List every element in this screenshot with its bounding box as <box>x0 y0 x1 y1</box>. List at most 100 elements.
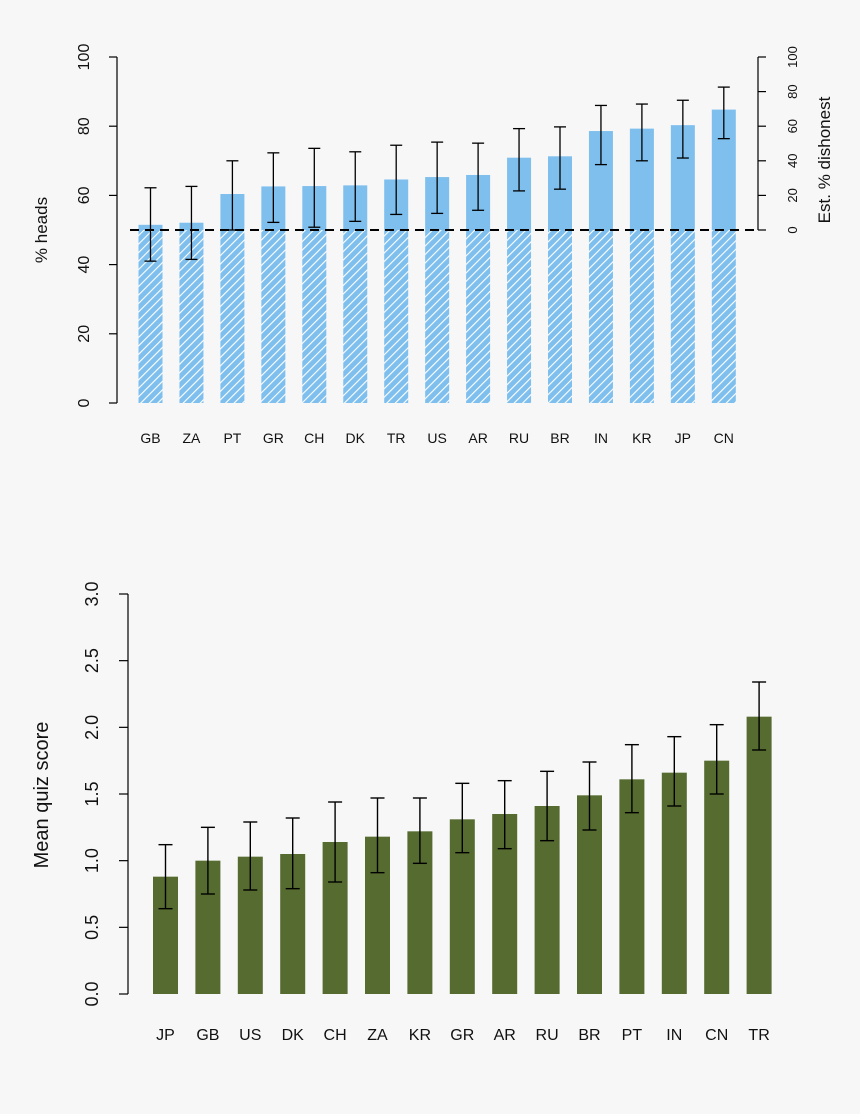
error-bar-ch <box>328 801 343 883</box>
x-tick-label: AR <box>468 430 487 446</box>
error-bar-cn <box>709 723 724 795</box>
x-tick-label: AR <box>494 1027 516 1044</box>
top-y2-axis-title: Est. % dishonest <box>815 96 834 223</box>
bottom-chart: 0.0 0.5 1.0 1.5 2.0 2.5 3.0 JP GB US DK CH ZA KR GR AR… <box>31 581 772 1044</box>
top-y-axis: 0 20 40 60 80 100 <box>76 44 118 407</box>
error-bar-cn <box>717 86 730 140</box>
bar-hatched-br <box>548 230 572 403</box>
bar-pt <box>619 779 645 994</box>
x-tick-label: RU <box>509 430 529 446</box>
error-bar-dk <box>349 151 362 223</box>
y-tick-label: 80 <box>76 117 93 135</box>
y-tick-label: 2.5 <box>82 648 102 673</box>
x-tick-label: JP <box>156 1027 175 1044</box>
error-bar-jp <box>158 843 173 910</box>
top-y-axis-title: % heads <box>32 197 51 263</box>
y-tick-label: 2.0 <box>82 715 102 740</box>
y-tick-label: 20 <box>76 325 93 343</box>
bottom-bars <box>153 716 772 994</box>
bar-hatched-gr <box>261 230 286 403</box>
y2-tick-label: 60 <box>785 119 800 133</box>
bar-hatched-kr <box>629 230 654 403</box>
x-tick-label: TR <box>748 1027 769 1044</box>
error-bar-gr <box>455 782 470 854</box>
bottom-y-axis-title: Mean quiz score <box>31 722 53 869</box>
bottom-error-bars <box>158 681 767 910</box>
x-tick-label: KR <box>632 430 651 446</box>
top-chart: 0 20 40 60 80 100 0 20 40 60 80 100 GB ZA PT GR CH DK TR… <box>32 44 834 446</box>
top-y2-axis: 0 20 40 60 80 100 <box>757 46 800 234</box>
x-tick-label: US <box>427 430 446 446</box>
bar-hatched-cn <box>711 230 736 403</box>
error-bar-jp <box>676 99 689 159</box>
y-tick-label: 0 <box>76 398 93 407</box>
error-bar-br <box>554 126 566 190</box>
error-bar-us <box>431 141 444 215</box>
error-bar-ar <box>472 142 485 211</box>
y2-tick-label: 0 <box>785 226 800 233</box>
error-bar-dk <box>285 817 300 890</box>
bar-hatched-in <box>588 230 613 403</box>
error-bar-za <box>370 797 385 874</box>
bar-hatched-ch <box>302 230 327 403</box>
bar-in <box>661 772 687 994</box>
bar-hatched-pt <box>220 230 245 403</box>
bar-hatched-us <box>425 230 450 403</box>
error-bar-in <box>667 735 682 807</box>
bar-hatched-tr <box>384 230 409 403</box>
x-tick-label: RU <box>536 1027 559 1044</box>
bottom-x-labels: JP GB US DK CH ZA KR GR AR RU BR PT IN CN TR <box>156 1027 770 1044</box>
x-tick-label: PT <box>223 430 241 446</box>
error-bar-ar <box>497 779 512 850</box>
x-tick-label: CN <box>714 430 734 446</box>
y2-tick-label: 100 <box>785 46 800 68</box>
bar-tr <box>746 716 772 994</box>
x-tick-label: GB <box>196 1027 219 1044</box>
error-bar-gr <box>267 152 280 224</box>
y2-tick-label: 40 <box>785 154 800 168</box>
error-bar-kr <box>635 103 648 162</box>
error-bar-za <box>185 185 198 261</box>
bar-hatched-dk <box>343 230 368 403</box>
error-bar-gb <box>144 187 157 262</box>
y-tick-label: 0.5 <box>82 915 102 940</box>
x-tick-label: CN <box>705 1027 728 1044</box>
y-tick-label: 1.0 <box>82 848 102 873</box>
error-bar-in <box>594 104 607 166</box>
x-tick-label: ZA <box>367 1027 388 1044</box>
x-tick-label: DK <box>282 1027 305 1044</box>
y-tick-label: 40 <box>76 256 93 274</box>
y-tick-label: 1.5 <box>82 781 102 806</box>
x-tick-label: JP <box>675 430 691 446</box>
x-tick-label: IN <box>594 430 608 446</box>
error-bar-tr <box>390 144 403 216</box>
error-bar-pt <box>226 160 239 231</box>
x-tick-label: IN <box>666 1027 682 1044</box>
top-x-labels: GB ZA PT GR CH DK TR US AR RU BR IN KR JP CN <box>140 430 734 446</box>
y-tick-label: 60 <box>76 186 93 204</box>
x-tick-label: TR <box>387 430 406 446</box>
bar-hatched-jp <box>670 230 695 403</box>
y2-tick-label: 20 <box>785 188 800 202</box>
x-tick-label: GB <box>140 430 160 446</box>
error-bar-pt <box>624 743 639 814</box>
x-tick-label: US <box>239 1027 261 1044</box>
error-bar-kr <box>412 797 427 865</box>
error-bar-ru <box>540 770 555 842</box>
x-tick-label: CH <box>304 430 324 446</box>
x-tick-label: KR <box>409 1027 431 1044</box>
error-bar-br <box>582 761 597 831</box>
bar-cn <box>704 760 730 994</box>
y-tick-label: 100 <box>76 44 93 71</box>
x-tick-label: DK <box>346 430 366 446</box>
error-bar-gb <box>200 826 215 895</box>
x-tick-label: ZA <box>183 430 202 446</box>
bottom-y-axis: 0.0 0.5 1.0 1.5 2.0 2.5 3.0 <box>82 581 129 1007</box>
x-tick-label: GR <box>263 430 284 446</box>
error-bar-ru <box>513 127 526 192</box>
y2-tick-label: 80 <box>785 84 800 98</box>
y-tick-label: 0.0 <box>82 981 102 1006</box>
error-bar-us <box>243 821 258 891</box>
top-error-bars <box>144 86 730 262</box>
